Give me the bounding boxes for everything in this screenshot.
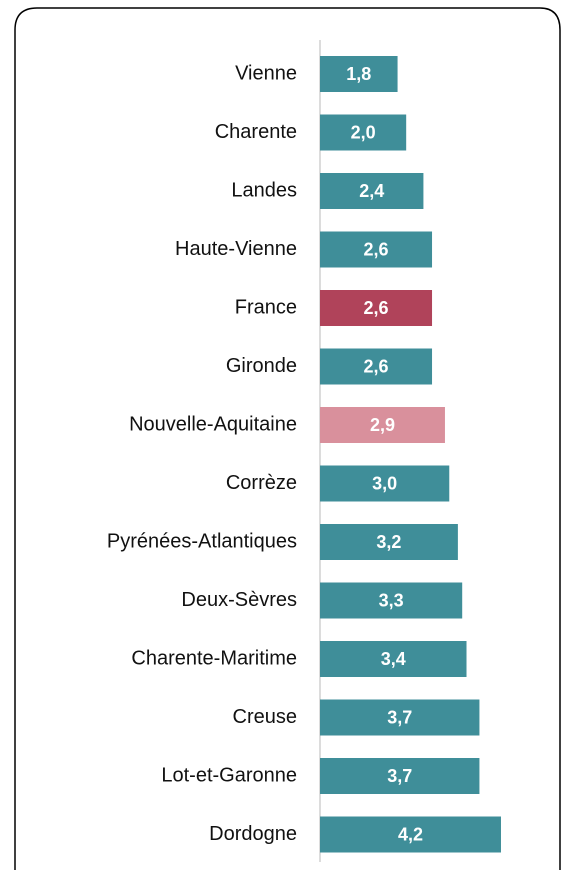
value-label: 2,9 xyxy=(370,415,395,435)
bar xyxy=(320,231,433,268)
value-label: 2,6 xyxy=(364,356,389,376)
value-label: 3,2 xyxy=(376,532,401,552)
category-label: Corrèze xyxy=(226,472,297,494)
category-label: Charente-Maritime xyxy=(131,647,297,669)
category-label: Landes xyxy=(231,179,297,201)
category-label: Gironde xyxy=(226,355,297,377)
value-label: 3,0 xyxy=(372,473,397,493)
bar xyxy=(320,641,467,677)
category-label: Dordogne xyxy=(209,823,297,845)
category-label: Pyrénées-Atlantiques xyxy=(107,530,297,552)
bar xyxy=(320,524,458,560)
bar xyxy=(320,407,445,443)
category-label: Nouvelle-Aquitaine xyxy=(129,413,297,435)
bar xyxy=(320,758,480,794)
value-label: 3,4 xyxy=(381,649,406,669)
value-label: 3,7 xyxy=(387,766,412,786)
bar xyxy=(320,173,424,209)
category-label: Lot-et-Garonne xyxy=(161,764,297,786)
bar xyxy=(320,699,480,736)
frame xyxy=(14,7,561,870)
value-label: 4,2 xyxy=(398,824,423,844)
category-label: France xyxy=(235,296,297,318)
bar xyxy=(320,114,407,151)
value-label: 2,0 xyxy=(351,122,376,142)
bar xyxy=(320,290,433,326)
category-label: Deux-Sèvres xyxy=(181,589,297,611)
bar xyxy=(320,816,501,853)
value-label: 3,7 xyxy=(387,707,412,727)
bar xyxy=(320,465,450,502)
bar xyxy=(320,56,398,92)
value-label: 3,3 xyxy=(379,590,404,610)
category-label: Charente xyxy=(215,121,297,143)
value-label: 1,8 xyxy=(346,64,371,84)
bar xyxy=(320,348,433,385)
category-label: Creuse xyxy=(233,706,297,728)
value-label: 2,6 xyxy=(364,298,389,318)
category-label: Vienne xyxy=(235,62,297,84)
bar xyxy=(320,582,463,619)
value-label: 2,6 xyxy=(364,239,389,259)
value-label: 2,4 xyxy=(359,181,384,201)
category-label: Haute-Vienne xyxy=(175,238,297,260)
